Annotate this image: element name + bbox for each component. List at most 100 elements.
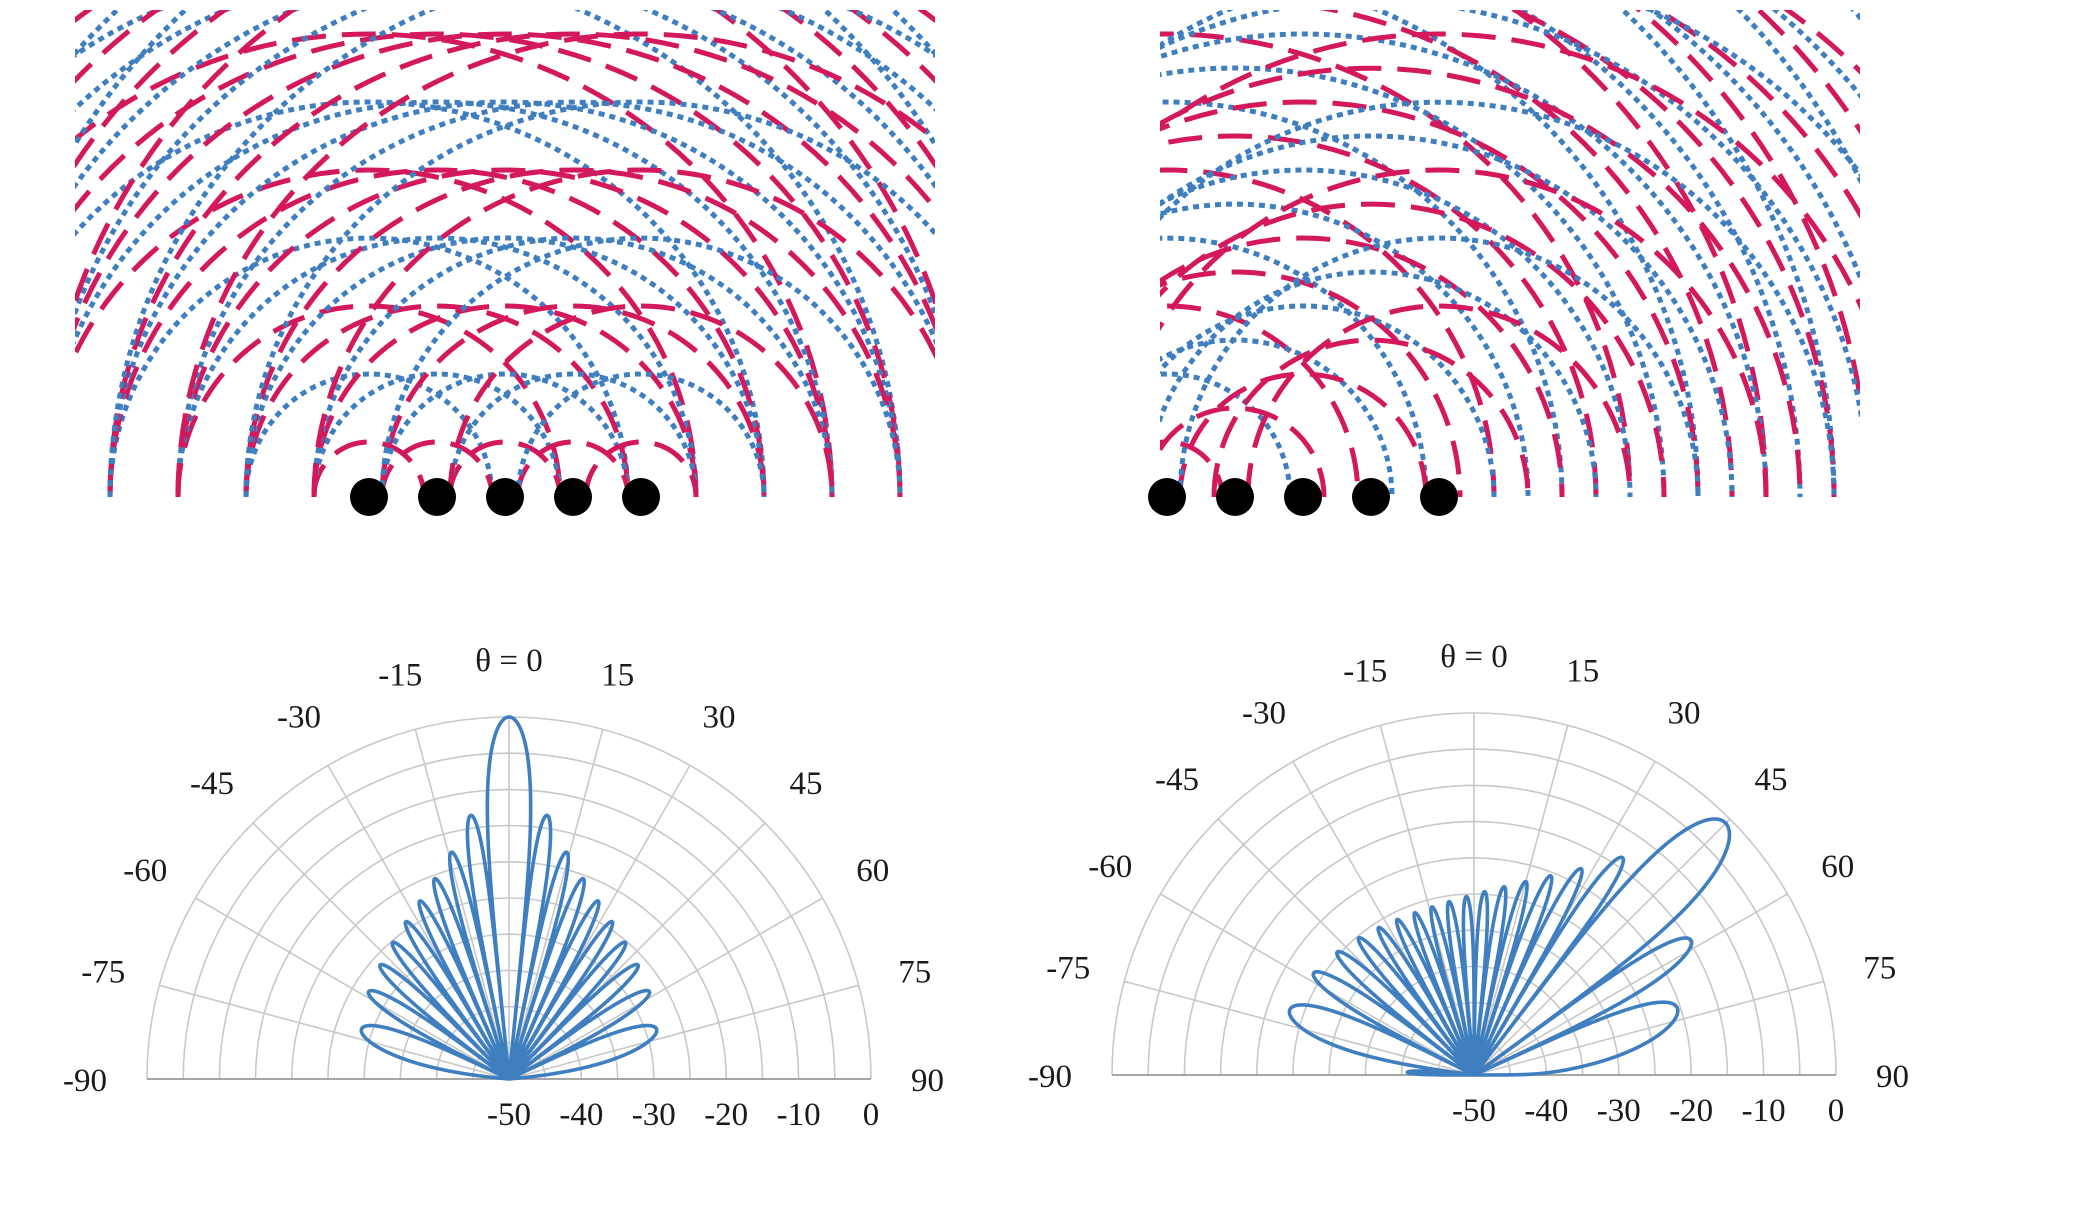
angle-grid-spoke bbox=[508, 984, 859, 1080]
wavefront-crest bbox=[175, 303, 563, 497]
wavefront-trough bbox=[1160, 10, 1860, 424]
wavefront-crest bbox=[1508, 10, 1837, 497]
wavefront-trough bbox=[75, 10, 935, 321]
wavefront-crest bbox=[1160, 99, 1701, 497]
radial-tick-label: 0 bbox=[863, 1097, 880, 1133]
angle-tick-label: 75 bbox=[898, 954, 931, 990]
radial-tick-label: -30 bbox=[1597, 1093, 1641, 1129]
wavefront-crest bbox=[1177, 371, 1429, 497]
angle-grid-spoke bbox=[1473, 980, 1824, 1076]
radial-tick-label: -10 bbox=[777, 1097, 821, 1133]
radial-tick-label: -40 bbox=[1524, 1093, 1568, 1129]
wavefront-trough bbox=[311, 235, 835, 497]
angle-grid-spoke bbox=[508, 729, 604, 1080]
angle-tick-label: 60 bbox=[856, 853, 889, 889]
wavefront-trough bbox=[447, 371, 699, 497]
beam-pattern-curve bbox=[359, 715, 659, 1081]
wave-panel-broadside bbox=[75, 10, 935, 516]
wavefront-crest bbox=[175, 167, 835, 497]
wavefront-crest bbox=[379, 303, 767, 497]
wavefront-crest bbox=[1160, 133, 1599, 497]
angle-tick-label: -75 bbox=[81, 954, 125, 990]
wavefront-trough bbox=[1177, 235, 1701, 497]
wavefront-trough bbox=[243, 371, 495, 497]
angle-tick-label: 90 bbox=[911, 1063, 944, 1099]
radial-tick-label: -20 bbox=[704, 1097, 748, 1133]
angle-tick-label: 15 bbox=[601, 657, 634, 693]
wavefront-crest bbox=[75, 31, 903, 497]
wavefront-crest bbox=[243, 167, 903, 497]
wavefront-trough bbox=[1160, 99, 1837, 497]
wavefront-crest bbox=[1160, 31, 1633, 497]
wavefront-trough bbox=[75, 99, 835, 497]
wavefront-crest bbox=[1245, 303, 1633, 497]
angle-tick-label: -90 bbox=[1028, 1059, 1072, 1095]
wavefront-crest bbox=[1160, 65, 1803, 497]
polar-plot-steered: -90 -75 -60 -45 -30 -15 θ = 0 15 30 45 60 75 90 -50 -4… bbox=[1028, 639, 1909, 1129]
wavefront-trough bbox=[311, 371, 563, 497]
wavefront-crest bbox=[515, 439, 631, 497]
radial-tick-label: -20 bbox=[1669, 1093, 1713, 1129]
wavefront-crest bbox=[75, 167, 699, 497]
angle-tick-label: -90 bbox=[63, 1063, 107, 1099]
wavefront-crest bbox=[75, 31, 835, 497]
wavefront-crest bbox=[1211, 337, 1531, 497]
wavefront-trough bbox=[379, 235, 903, 497]
wavefront-trough bbox=[1160, 10, 1860, 178]
array-element bbox=[1352, 478, 1390, 516]
wavefront-trough bbox=[1160, 201, 1531, 497]
array-element bbox=[418, 478, 456, 516]
angle-tick-label: -60 bbox=[123, 853, 167, 889]
wavefront-trough bbox=[107, 10, 935, 497]
wavefront-crest bbox=[1160, 167, 1769, 497]
wavefront-trough bbox=[75, 10, 903, 497]
wavefront-crest bbox=[311, 439, 427, 497]
wavefront-crest bbox=[447, 439, 563, 497]
wavefront-crest bbox=[107, 167, 767, 497]
angle-label-zero: θ = 0 bbox=[475, 643, 542, 679]
angle-grid-spoke bbox=[1473, 725, 1569, 1076]
wavefront-trough bbox=[1160, 269, 1599, 497]
wavefront-crest bbox=[1160, 167, 1497, 497]
beam-pattern-curve bbox=[1287, 817, 1732, 1077]
array-element bbox=[1148, 478, 1186, 516]
wavefront-trough bbox=[75, 10, 935, 321]
wavefront-crest bbox=[107, 31, 935, 497]
angle-tick-label: -75 bbox=[1046, 950, 1090, 986]
array-element bbox=[622, 478, 660, 516]
angle-tick-label: 90 bbox=[1876, 1059, 1909, 1095]
angle-label-zero: θ = 0 bbox=[1440, 639, 1507, 675]
wavefront-trough bbox=[1160, 167, 1633, 497]
wavefront-trough bbox=[175, 99, 935, 497]
wavefront-trough bbox=[175, 235, 699, 497]
angle-grid-spoke bbox=[1473, 893, 1788, 1076]
wavefront-trough bbox=[107, 99, 903, 497]
wavefront-trough bbox=[1160, 235, 1429, 497]
wavefront-crest bbox=[1783, 10, 1860, 75]
wavefront-trough bbox=[1372, 10, 1701, 497]
wavefront-trough bbox=[515, 371, 767, 497]
wavefront-crest bbox=[75, 10, 935, 84]
wavefront-trough bbox=[888, 10, 935, 58]
wavefront-crest bbox=[1160, 201, 1667, 497]
wavefront-crest bbox=[1160, 31, 1860, 311]
radial-tick-label: -40 bbox=[559, 1097, 603, 1133]
angle-tick-label: -30 bbox=[277, 699, 321, 735]
angle-tick-label: 75 bbox=[1863, 950, 1896, 986]
wavefront-crest bbox=[175, 31, 935, 497]
angle-tick-label: 30 bbox=[1668, 695, 1701, 731]
radial-tick-label: -50 bbox=[487, 1097, 531, 1133]
radial-tick-label: -50 bbox=[1452, 1093, 1496, 1129]
wavefront-trough bbox=[1160, 65, 1667, 497]
wavefront-trough bbox=[379, 371, 631, 497]
radial-tick-label: -30 bbox=[632, 1097, 676, 1133]
array-element bbox=[1216, 478, 1254, 516]
angle-grid-spoke bbox=[159, 984, 510, 1080]
wavefront-crest bbox=[1160, 303, 1361, 497]
array-element bbox=[1420, 478, 1458, 516]
angle-grid-spoke bbox=[414, 729, 510, 1080]
array-element bbox=[486, 478, 524, 516]
wavefront-crest bbox=[713, 10, 935, 309]
angle-grid-spoke bbox=[1160, 893, 1475, 1076]
